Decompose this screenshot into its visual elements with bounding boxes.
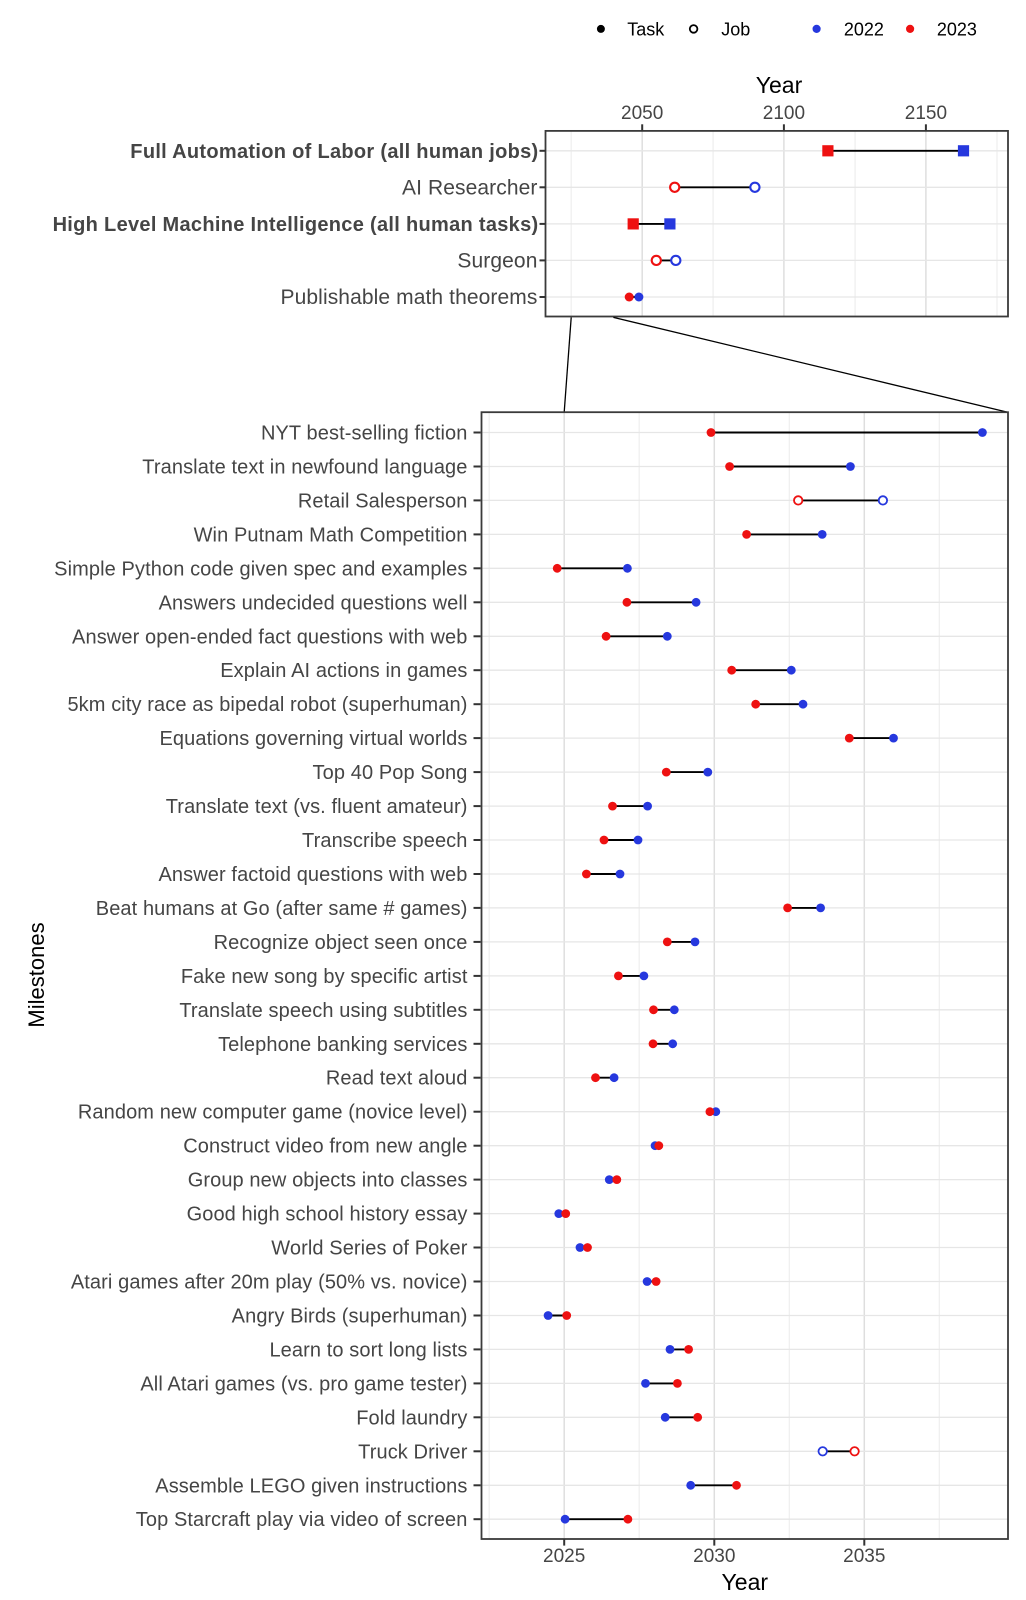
svg-text:Transcribe speech: Transcribe speech — [302, 830, 467, 852]
svg-text:Job: Job — [721, 19, 750, 39]
svg-text:2025: 2025 — [543, 1546, 585, 1567]
svg-text:Construct video from new angle: Construct video from new angle — [183, 1136, 467, 1158]
svg-text:2023: 2023 — [937, 19, 977, 39]
svg-text:Milestones: Milestones — [24, 922, 49, 1027]
svg-text:Truck Driver: Truck Driver — [358, 1441, 468, 1463]
svg-text:Beat humans at Go (after same: Beat humans at Go (after same # games) — [96, 898, 468, 920]
svg-text:Surgeon: Surgeon — [457, 249, 537, 272]
svg-text:Learn to sort long lists: Learn to sort long lists — [269, 1339, 467, 1361]
svg-text:Answer factoid questions with: Answer factoid questions with web — [158, 864, 467, 886]
svg-text:Top 40 Pop Song: Top 40 Pop Song — [313, 762, 468, 784]
svg-text:Answer open-ended fact questio: Answer open-ended fact questions with we… — [72, 626, 467, 648]
svg-text:2030: 2030 — [693, 1546, 735, 1567]
svg-text:Translate text (vs. fluent ama: Translate text (vs. fluent amateur) — [166, 796, 468, 818]
svg-text:2050: 2050 — [621, 103, 663, 124]
svg-text:2100: 2100 — [763, 103, 805, 124]
svg-text:Year: Year — [756, 72, 803, 98]
svg-text:Retail Salesperson: Retail Salesperson — [298, 490, 468, 512]
svg-text:Read text aloud: Read text aloud — [326, 1068, 468, 1090]
svg-text:2035: 2035 — [843, 1546, 885, 1567]
svg-text:NYT best-selling fiction: NYT best-selling fiction — [261, 423, 468, 445]
svg-text:Top Starcraft play via video o: Top Starcraft play via video of screen — [136, 1509, 468, 1531]
svg-text:2150: 2150 — [905, 103, 947, 124]
svg-text:Angry Birds (superhuman): Angry Birds (superhuman) — [232, 1306, 468, 1328]
svg-text:Translate speech using subtitl: Translate speech using subtitles — [179, 1000, 467, 1022]
svg-text:High Level Machine Intelligenc: High Level Machine Intelligence (all hum… — [53, 214, 539, 236]
svg-text:Task: Task — [627, 19, 665, 39]
svg-text:AI Researcher: AI Researcher — [402, 176, 538, 199]
svg-text:Answers undecided questions we: Answers undecided questions well — [159, 592, 468, 614]
svg-text:All Atari games (vs. pro game: All Atari games (vs. pro game tester) — [140, 1373, 467, 1395]
svg-text:Win Putnam Math Competition: Win Putnam Math Competition — [194, 524, 468, 546]
svg-text:Atari games after 20m play (50: Atari games after 20m play (50% vs. novi… — [71, 1272, 468, 1294]
svg-text:Explain AI actions in games: Explain AI actions in games — [220, 660, 467, 682]
svg-text:Fold laundry: Fold laundry — [356, 1407, 467, 1429]
svg-text:2022: 2022 — [844, 19, 884, 39]
svg-text:Assemble LEGO given instructio: Assemble LEGO given instructions — [155, 1475, 467, 1497]
svg-text:Recognize object seen once: Recognize object seen once — [214, 932, 468, 954]
svg-text:Simple Python code given spec: Simple Python code given spec and exampl… — [54, 558, 467, 580]
svg-text:Telephone banking services: Telephone banking services — [218, 1034, 467, 1056]
svg-text:Good high school history essay: Good high school history essay — [187, 1204, 468, 1226]
svg-text:Fake new song by specific arti: Fake new song by specific artist — [181, 966, 468, 988]
svg-text:World Series of Poker: World Series of Poker — [271, 1238, 467, 1260]
svg-text:Group new objects into classes: Group new objects into classes — [188, 1170, 468, 1192]
svg-text:Full Automation of Labor (all: Full Automation of Labor (all human jobs… — [130, 141, 538, 163]
svg-text:Year: Year — [722, 1569, 769, 1595]
svg-text:Equations governing virtual wo: Equations governing virtual worlds — [159, 728, 467, 750]
svg-text:Random new computer game (novi: Random new computer game (novice level) — [78, 1102, 468, 1124]
svg-text:5km city race as bipedal robot: 5km city race as bipedal robot (superhum… — [67, 694, 467, 716]
svg-text:Publishable math theorems: Publishable math theorems — [281, 286, 538, 309]
svg-text:Translate text in newfound lan: Translate text in newfound language — [142, 457, 467, 479]
